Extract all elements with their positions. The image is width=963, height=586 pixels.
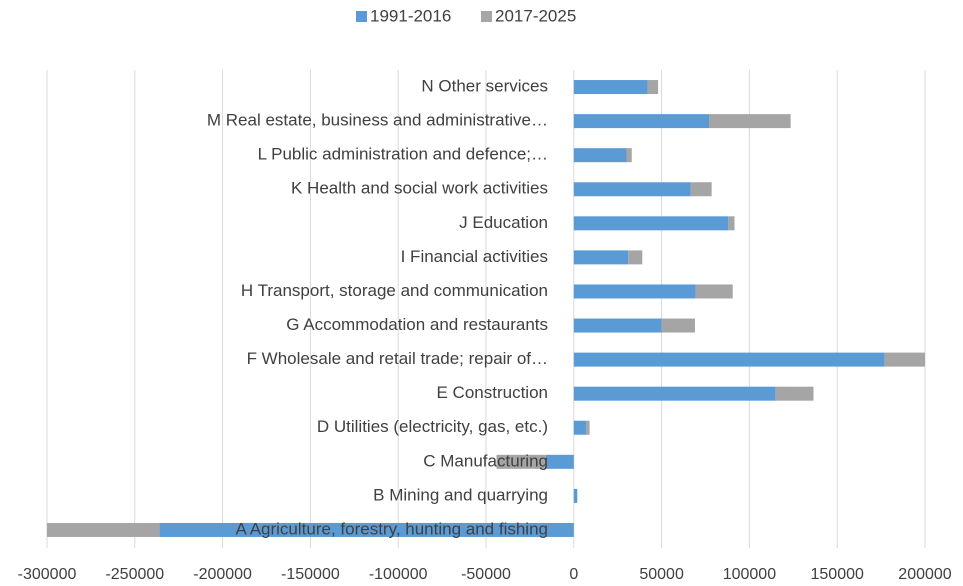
x-tick-label: -100000 (369, 566, 428, 583)
y-tick-label: H Transport, storage and communication (241, 281, 548, 300)
bar (573, 148, 627, 163)
bar (573, 250, 629, 265)
y-tick-label: F Wholesale and retail trade; repair of… (247, 349, 548, 368)
bar (573, 284, 696, 299)
y-tick-label: M Real estate, business and administrati… (207, 111, 548, 130)
legend-label: 2017-2025 (495, 6, 576, 25)
bar (573, 488, 578, 503)
bar (496, 454, 546, 469)
legend-swatch (481, 11, 492, 22)
x-tick-label: -150000 (281, 566, 340, 583)
x-tick-label: -250000 (105, 566, 164, 583)
bar (573, 182, 691, 197)
bar (47, 522, 160, 537)
y-tick-label: A Agriculture, forestry, hunting and fis… (236, 519, 548, 538)
bar (573, 114, 710, 129)
y-tick-label: D Utilities (electricity, gas, etc.) (317, 417, 548, 436)
bar (690, 182, 712, 197)
x-tick-label: 0 (569, 566, 578, 583)
x-tick-label: 200000 (898, 566, 951, 583)
bar (545, 454, 574, 469)
y-tick-label: J Education (459, 213, 548, 232)
x-tick-label: -200000 (193, 566, 252, 583)
y-tick-label: G Accommodation and restaurants (286, 315, 548, 334)
bar (159, 522, 574, 537)
y-tick-label: K Health and social work activities (291, 179, 548, 198)
bar (728, 216, 735, 231)
bar (573, 386, 776, 401)
bar (586, 420, 590, 435)
bar (626, 148, 632, 163)
bar (661, 318, 695, 333)
y-tick-label: I Financial activities (401, 247, 548, 266)
x-tick-label: 150000 (811, 566, 864, 583)
y-tick-label: L Public administration and defence;… (258, 145, 548, 164)
legend-label: 1991-2016 (370, 6, 451, 25)
bar (884, 352, 925, 367)
x-tick-label: 50000 (639, 566, 684, 583)
x-tick-label: 100000 (723, 566, 776, 583)
y-tick-label: B Mining and quarrying (373, 485, 548, 504)
y-tick-label: C Manufacturing (423, 451, 548, 470)
bar (709, 114, 791, 129)
x-tick-label: -300000 (18, 566, 77, 583)
y-tick-label: E Construction (437, 383, 549, 402)
bar (628, 250, 643, 265)
bar (573, 216, 729, 231)
bar (573, 352, 885, 367)
legend-swatch (356, 11, 367, 22)
bar (573, 420, 587, 435)
bar (695, 284, 733, 299)
bar (647, 80, 659, 95)
bar (775, 386, 814, 401)
bar (573, 80, 648, 95)
y-tick-label: N Other services (421, 77, 548, 96)
x-tick-label: -50000 (461, 566, 511, 583)
bar (573, 318, 662, 333)
